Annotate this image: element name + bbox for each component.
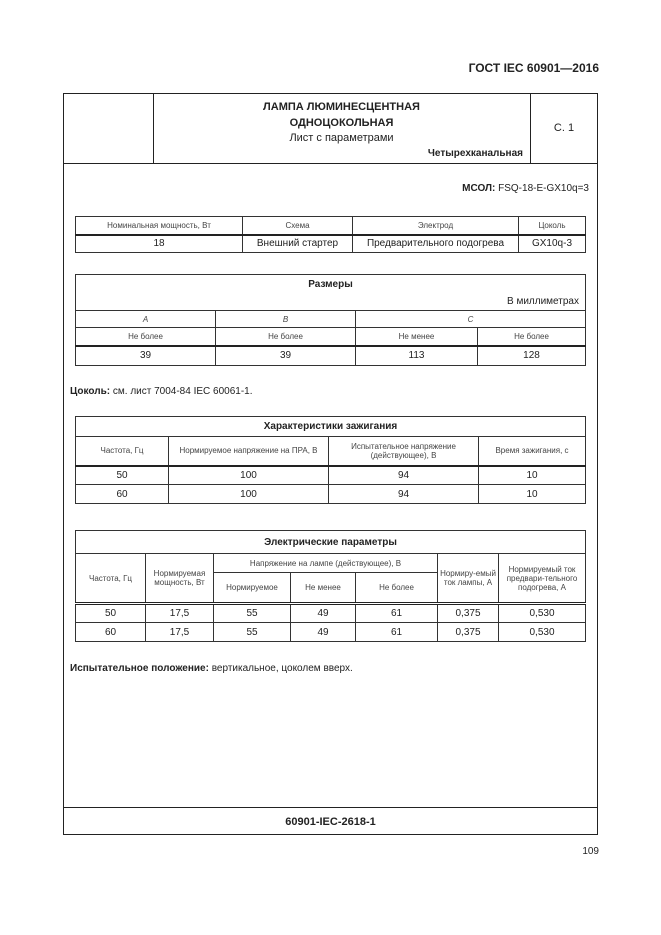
cell: 94 [328,484,479,504]
table-row: 60 100 94 10 [75,484,586,504]
cap-label: Цоколь: [70,386,111,397]
cell: 50 [75,465,169,485]
cell: 100 [168,465,329,485]
cell: 60 [75,484,169,504]
footer-divider [63,807,598,808]
unit-label: В миллиметрах [507,296,579,307]
th: Цоколь [518,216,586,236]
th: Нормируемый ток предвари-тельного подогр… [498,553,586,605]
cap-note: Цоколь: см. лист 7004-84 IEC 60061-1. [70,386,253,397]
cell: 60 [75,622,146,642]
th: Не более [477,327,586,347]
cell: 113 [355,345,478,366]
cell: Предварительного подогрева [352,234,519,253]
th: Не более [355,572,438,605]
cell: 0,530 [498,603,586,623]
cell: 94 [328,465,479,485]
th: B [215,310,356,328]
th: Нормиру-емый ток лампы, А [437,553,499,605]
th: Нормируемая мощность, Вт [145,553,214,605]
cell: 39 [215,345,356,366]
frame [63,93,598,835]
cell: 17,5 [145,622,214,642]
sheet-subtitle: Лист с параметрами [289,132,394,144]
cell: 61 [355,622,438,642]
test-value: вертикальное, цоколем вверх. [208,663,353,674]
cell: 49 [290,622,356,642]
cell: 61 [355,603,438,623]
th: Напряжение на лампе (действующее), В [213,553,438,573]
th: Электрод [352,216,519,236]
header-col-divider [530,93,531,163]
cell: 50 [75,603,146,623]
cell: 55 [213,603,291,623]
cell: 17,5 [145,603,214,623]
test-label: Испытательное положение: [70,663,209,674]
cell: 39 [75,345,216,366]
th: C [355,310,586,328]
table-row: 60 17,5 55 49 61 0,375 0,530 [75,622,586,642]
th: Нормируемое напряжение на ПРА, В [168,436,329,467]
lamp-type: Четырехканальная [427,148,523,159]
table-row: 50 100 94 10 [75,465,586,485]
cell: 100 [168,484,329,504]
test-position-note: Испытательное положение: вертикальное, ц… [70,663,353,674]
cap-value: см. лист 7004-84 IEC 60061-1. [110,386,253,397]
table-title: Размеры [308,279,353,290]
electrical-table: Электрические параметры Частота, Гц Норми… [75,530,586,642]
table-row: 18 Внешний стартер Предварительного подогр… [75,234,586,253]
cell: 0,375 [437,603,499,623]
cell: 128 [477,345,586,366]
th: Частота, Гц [75,553,146,605]
title-line: ОДНОЦОКОЛЬНАЯ [289,117,394,129]
sheet-code: 60901-IEC-2618-1 [285,816,376,828]
msol-designation: МСОЛ: FSQ-18-E-GX10q=3 [462,183,589,194]
cell: Внешний стартер [242,234,353,253]
msol-label: МСОЛ: [462,183,496,194]
header-divider [63,163,598,164]
cell: 0,530 [498,622,586,642]
ignition-table: Характеристики зажигания Частота, Гц Норм… [75,416,586,504]
header-title: ЛАМПА ЛЮМИНЕСЦЕНТНАЯ ОДНОЦОКОЛЬНАЯ [153,99,530,131]
th: Не более [215,327,356,347]
cell: 18 [75,234,243,253]
header-col-divider [153,93,154,163]
th: Частота, Гц [75,436,169,467]
th: Не менее [355,327,478,347]
table-title: Электрические параметры [75,530,586,554]
rating-table: Номинальная мощность, Вт Схема Электрод Цок… [75,216,586,253]
cell: GX10q-3 [518,234,586,253]
th: Нормируемое [213,572,291,605]
th: Время зажигания, с [478,436,586,467]
cell: 49 [290,603,356,623]
th: Не более [75,327,216,347]
cell: 0,375 [437,622,499,642]
msol-value: FSQ-18-E-GX10q=3 [495,183,589,194]
table-row: 39 39 113 128 [75,345,586,366]
table-title: Характеристики зажигания [75,416,586,437]
th: Схема [242,216,353,236]
th: Номинальная мощность, Вт [75,216,243,236]
th: Не менее [290,572,356,605]
th: Испытательное напряжение (действующее), … [328,436,479,467]
page-number: 109 [582,846,599,857]
th: A [75,310,216,328]
title-line: ЛАМПА ЛЮМИНЕСЦЕНТНАЯ [263,101,420,113]
table-row: 50 17,5 55 49 61 0,375 0,530 [75,603,586,623]
cell: 10 [478,484,586,504]
standard-number: ГОСТ IEC 60901—2016 [468,61,599,75]
cell: 55 [213,622,291,642]
cell: 10 [478,465,586,485]
sheet-number: С. 1 [553,122,575,134]
